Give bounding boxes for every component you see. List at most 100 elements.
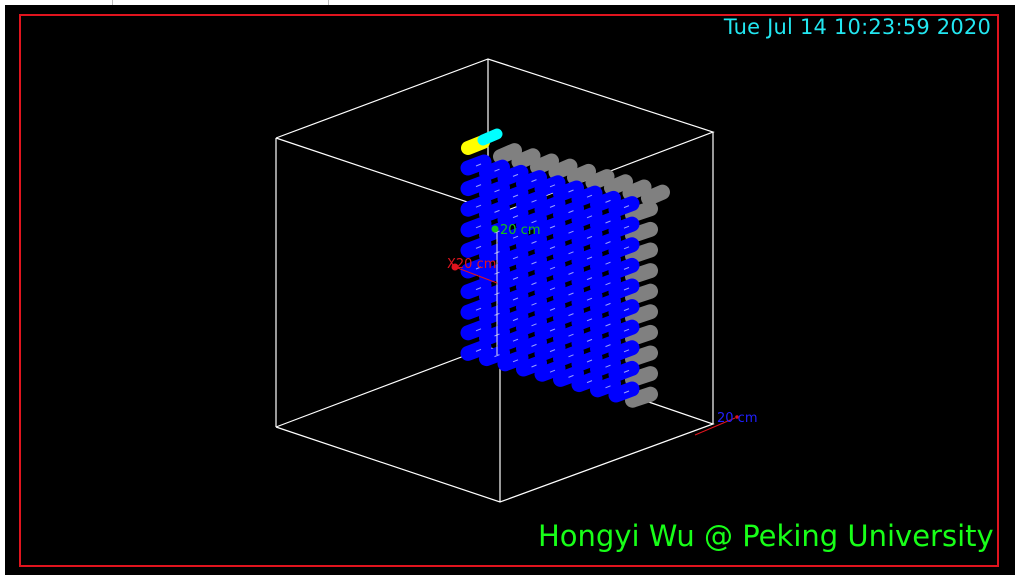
crystal[interactable] [608, 237, 640, 259]
crystal[interactable] [608, 216, 640, 238]
crystal[interactable] [460, 298, 492, 320]
crystal[interactable] [534, 298, 566, 320]
crystal[interactable] [460, 216, 492, 238]
crystal[interactable] [516, 231, 547, 253]
crystal[interactable] [590, 252, 621, 274]
crystal[interactable] [571, 226, 603, 248]
crystal[interactable] [534, 175, 566, 197]
crystal[interactable] [497, 206, 529, 228]
crystal[interactable] [553, 345, 584, 367]
crystal[interactable] [571, 247, 603, 269]
crystal[interactable] [590, 232, 621, 254]
crystal[interactable] [590, 314, 621, 336]
crystal[interactable] [497, 185, 529, 207]
crystal[interactable] [516, 293, 547, 315]
crystal-hit-cyan[interactable] [477, 128, 503, 146]
crystal[interactable] [479, 303, 510, 325]
crystal[interactable] [590, 273, 621, 295]
crystal[interactable] [553, 180, 584, 202]
crystal[interactable] [516, 314, 547, 336]
crystal-top[interactable] [530, 153, 559, 175]
crystal[interactable] [460, 175, 492, 197]
crystal[interactable] [479, 262, 510, 284]
crystal[interactable] [516, 252, 547, 274]
crystal[interactable] [553, 304, 584, 326]
crystal[interactable] [553, 221, 584, 243]
crystal-top[interactable] [585, 169, 615, 191]
crystal[interactable] [571, 206, 603, 228]
geometry-scene[interactable]: 20 cm X20 cm 20 cm [5, 5, 1015, 575]
crystal[interactable] [608, 299, 640, 321]
crystal[interactable] [534, 195, 566, 217]
crystal[interactable] [534, 216, 566, 238]
crystal[interactable] [516, 190, 547, 212]
crystal[interactable] [571, 288, 603, 310]
crystal[interactable] [534, 360, 566, 382]
crystal[interactable] [534, 257, 566, 279]
crystal-side[interactable] [625, 366, 658, 388]
crystal[interactable] [571, 185, 603, 207]
crystal[interactable] [479, 180, 510, 202]
crystal[interactable] [479, 283, 510, 305]
crystal[interactable] [608, 319, 640, 341]
crystal[interactable] [534, 340, 566, 362]
crystal-top[interactable] [567, 163, 596, 185]
crystal[interactable] [571, 329, 603, 351]
crystal[interactable] [553, 365, 584, 387]
crystal-side[interactable] [625, 304, 658, 326]
crystal[interactable] [479, 324, 510, 346]
crystal[interactable] [534, 237, 566, 259]
crystal[interactable] [460, 236, 492, 258]
crystal[interactable] [497, 288, 529, 310]
crystal-top[interactable] [511, 148, 541, 170]
crystal[interactable] [460, 319, 492, 341]
crystal[interactable] [516, 273, 547, 295]
crystal[interactable] [497, 350, 529, 372]
crystal[interactable] [534, 319, 566, 341]
crystal-top[interactable] [604, 174, 633, 196]
crystal[interactable] [460, 339, 492, 361]
crystal[interactable] [608, 196, 640, 218]
crystal[interactable] [460, 257, 492, 279]
crystal-top[interactable] [641, 184, 670, 206]
crystal[interactable] [516, 170, 547, 192]
crystal-side[interactable] [625, 263, 658, 285]
crystal[interactable] [571, 268, 603, 290]
crystal[interactable] [497, 247, 529, 269]
crystal[interactable] [553, 262, 584, 284]
crystal[interactable] [608, 257, 640, 279]
crystal[interactable] [497, 226, 529, 248]
crystal[interactable] [497, 329, 529, 351]
crystal[interactable] [460, 278, 492, 300]
crystal-side[interactable] [625, 201, 658, 223]
crystal[interactable] [590, 376, 621, 398]
crystal[interactable] [553, 283, 584, 305]
crystal[interactable] [479, 159, 510, 181]
crystal[interactable] [590, 211, 621, 233]
crystal[interactable] [608, 278, 640, 300]
crystal-side[interactable] [625, 345, 658, 367]
crystal[interactable] [497, 267, 529, 289]
crystal[interactable] [534, 278, 566, 300]
crystal-side[interactable] [625, 221, 658, 243]
event-display-viewer[interactable]: 20 cm X20 cm 20 cm Tue Jul 14 10:23:59 2… [5, 5, 1015, 575]
crystal-side[interactable] [625, 283, 658, 305]
crystal[interactable] [479, 345, 510, 367]
crystal[interactable] [479, 242, 510, 264]
crystal[interactable] [590, 190, 621, 212]
crystal-side[interactable] [625, 242, 658, 264]
highlighted-crystals[interactable] [461, 128, 503, 155]
crystal[interactable] [553, 324, 584, 346]
crystal-side[interactable] [625, 324, 658, 346]
crystal[interactable] [571, 309, 603, 331]
crystal-top[interactable] [493, 143, 522, 165]
crystal[interactable] [608, 340, 640, 362]
crystal-top[interactable] [622, 179, 652, 201]
crystal[interactable] [497, 309, 529, 331]
crystal[interactable] [608, 381, 640, 403]
crystal[interactable] [571, 371, 603, 393]
crystal[interactable] [590, 293, 621, 315]
crystal[interactable] [571, 350, 603, 372]
crystal[interactable] [590, 335, 621, 357]
crystal[interactable] [516, 355, 547, 377]
